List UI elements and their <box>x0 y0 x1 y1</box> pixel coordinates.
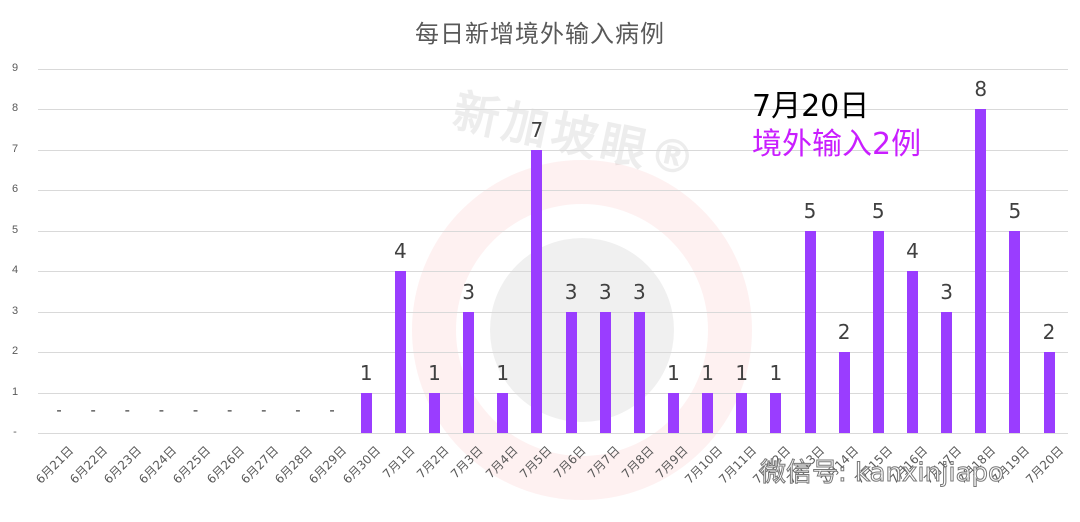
gridline <box>38 69 1068 70</box>
data-label: 3 <box>598 279 612 304</box>
data-label: 1 <box>735 360 749 385</box>
y-tick-label: 4 <box>11 264 19 276</box>
gridline <box>38 190 1068 191</box>
annotation-date: 7月20日 <box>752 89 870 124</box>
annotation-cases: 境外输入2例 <box>752 127 922 162</box>
data-label: 2 <box>837 320 851 345</box>
x-tick-label: 7月8日 <box>618 443 657 482</box>
gridline <box>38 312 1068 313</box>
x-tick-label: 7月10日 <box>681 443 725 487</box>
wechat-watermark: 微信号: kanxinjiapo <box>760 458 1005 489</box>
data-label: - <box>227 402 233 419</box>
bar <box>1009 230 1021 433</box>
data-label: 7 <box>530 117 544 142</box>
data-label: 1 <box>769 360 783 385</box>
bar <box>531 149 543 433</box>
bar <box>429 392 441 433</box>
bar <box>667 392 679 433</box>
x-tick-label: 6月24日 <box>135 443 179 487</box>
data-label: 1 <box>428 360 441 385</box>
x-tick-label: 6月30日 <box>340 443 384 487</box>
y-tick-label: 5 <box>11 224 19 236</box>
gridline <box>38 271 1068 272</box>
y-tick-label: 1 <box>11 386 19 398</box>
y-tick-label: 9 <box>11 62 19 74</box>
x-tick-label: 7月4日 <box>482 443 521 482</box>
bar <box>1043 352 1055 433</box>
gridline <box>38 150 1068 151</box>
bar <box>941 311 953 433</box>
data-label: 4 <box>394 239 407 264</box>
bar <box>633 311 645 433</box>
data-label: 1 <box>701 360 714 385</box>
data-label: 5 <box>803 198 817 223</box>
data-label: - <box>158 402 165 419</box>
data-label: 8 <box>974 77 988 102</box>
x-tick-label: 7月1日 <box>380 443 418 482</box>
y-tick-label: 3 <box>11 305 19 317</box>
data-label: - <box>192 402 199 419</box>
gridline <box>38 109 1068 110</box>
data-label: 1 <box>359 360 373 385</box>
bar <box>975 109 987 433</box>
data-label: 3 <box>632 279 646 304</box>
data-label: 3 <box>940 279 953 304</box>
data-label: - <box>295 402 301 419</box>
data-label: 2 <box>1042 320 1056 345</box>
bar <box>497 392 509 433</box>
bar <box>702 392 714 433</box>
bar <box>770 392 782 433</box>
chart-title: 每日新增境外输入病例 <box>415 20 665 48</box>
data-label: - <box>261 402 267 419</box>
data-label: - <box>56 402 62 419</box>
annotation-box: 7月20日 境外输入2例 <box>752 88 921 164</box>
x-tick-label: 7月5日 <box>516 443 555 482</box>
bar <box>838 352 850 433</box>
data-label: 1 <box>496 360 510 385</box>
gridline <box>38 352 1068 353</box>
x-tick-label: 7月6日 <box>550 443 589 482</box>
y-tick-label: 7 <box>11 143 19 155</box>
data-label: - <box>90 402 96 419</box>
gridline <box>38 433 1068 434</box>
x-tick-label: 6月23日 <box>101 443 145 487</box>
x-tick-label: 7月7日 <box>584 443 623 482</box>
bar <box>906 271 918 433</box>
data-label: 3 <box>564 279 578 304</box>
data-label: 5 <box>1008 198 1022 223</box>
data-label: 5 <box>871 198 885 223</box>
y-tick-label: 2 <box>11 345 19 357</box>
bar <box>872 230 884 433</box>
x-tick-label: 7月2日 <box>414 443 452 482</box>
data-label: - <box>329 402 335 419</box>
x-tick-label: 7月3日 <box>448 443 486 482</box>
gridline <box>38 393 1068 394</box>
bar <box>804 230 816 433</box>
y-tick-label: 8 <box>11 102 19 114</box>
y-tick-label: 6 <box>11 183 19 195</box>
bar <box>565 311 577 433</box>
bar <box>360 392 372 433</box>
data-label: - <box>124 402 130 419</box>
data-label: 1 <box>667 360 680 385</box>
bar <box>463 311 475 433</box>
data-label: 3 <box>462 279 475 304</box>
data-label: 4 <box>906 239 919 264</box>
bar <box>599 311 611 433</box>
gridline <box>38 231 1068 232</box>
y-tick-label: - <box>13 426 17 438</box>
bar <box>736 392 748 433</box>
bar <box>394 271 406 433</box>
